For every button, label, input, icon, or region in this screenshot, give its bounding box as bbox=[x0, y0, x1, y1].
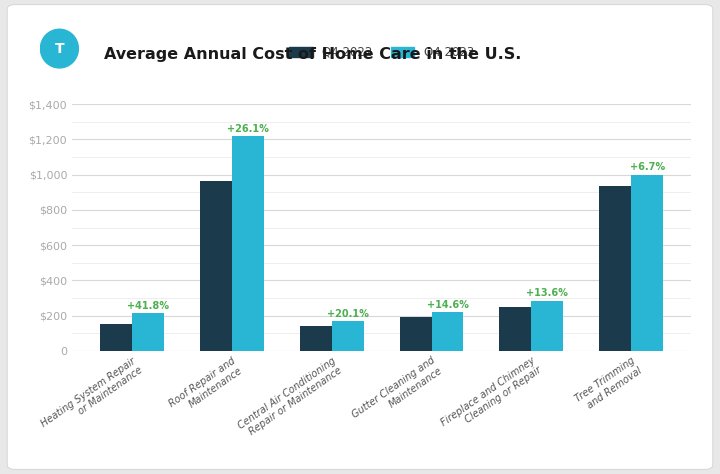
Text: +13.6%: +13.6% bbox=[526, 288, 568, 298]
Text: +26.1%: +26.1% bbox=[227, 124, 269, 134]
Bar bbox=[599, 186, 631, 351]
Bar bbox=[300, 326, 332, 351]
Bar bbox=[200, 181, 232, 351]
Bar bbox=[100, 324, 132, 351]
Bar bbox=[332, 321, 364, 351]
Bar bbox=[232, 137, 264, 351]
Bar bbox=[132, 313, 164, 351]
Text: Average Annual Cost of Home Care in the U.S.: Average Annual Cost of Home Care in the … bbox=[104, 47, 522, 62]
Bar bbox=[631, 175, 663, 351]
Text: T: T bbox=[55, 42, 64, 55]
Circle shape bbox=[40, 29, 78, 68]
Legend: Q4 2022, Q4 2023: Q4 2022, Q4 2023 bbox=[284, 41, 479, 64]
Text: +14.6%: +14.6% bbox=[426, 300, 469, 310]
Bar bbox=[531, 301, 563, 351]
Bar bbox=[400, 317, 431, 351]
Bar bbox=[431, 312, 464, 351]
Bar bbox=[500, 307, 531, 351]
Text: +6.7%: +6.7% bbox=[629, 163, 665, 173]
Text: +41.8%: +41.8% bbox=[127, 301, 169, 310]
Text: +20.1%: +20.1% bbox=[327, 309, 369, 319]
